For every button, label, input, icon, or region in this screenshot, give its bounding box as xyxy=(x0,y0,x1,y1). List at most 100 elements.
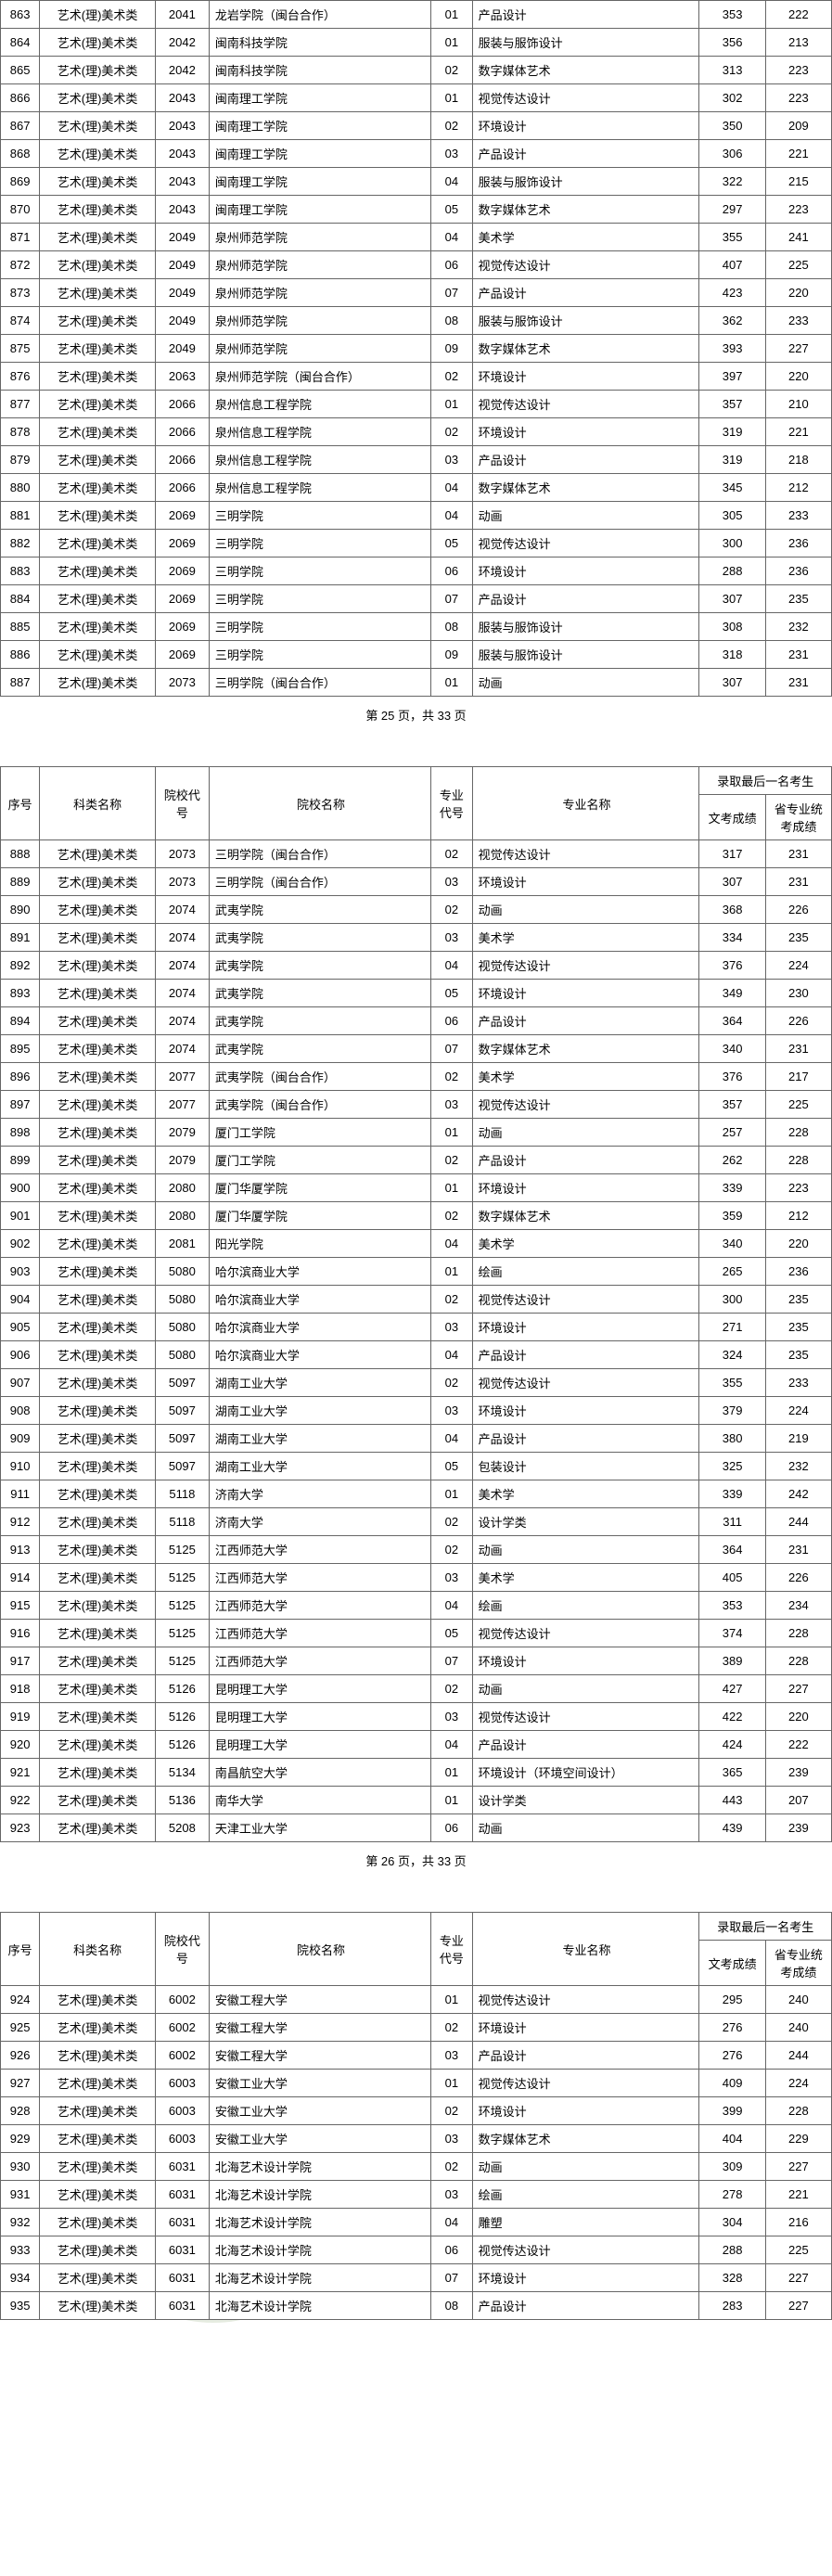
cell-major-name: 美术学 xyxy=(472,924,699,952)
cell-major-name: 动画 xyxy=(472,1814,699,1842)
table-row: 887艺术(理)美术类2073三明学院（闽台合作）01动画307231 xyxy=(1,669,832,697)
cell-school-code: 5134 xyxy=(155,1759,209,1787)
cell-school-name: 泉州信息工程学院 xyxy=(209,418,430,446)
cell-score-culture: 439 xyxy=(699,1814,765,1842)
cell-school-code: 6031 xyxy=(155,2236,209,2264)
cell-school-name: 安徽工业大学 xyxy=(209,2125,430,2153)
admission-table-p26: 序号 科类名称 院校代号 院校名称 专业代号 专业名称 录取最后一名考生 文考成… xyxy=(0,766,832,1842)
cell-score-culture: 376 xyxy=(699,1063,765,1091)
cell-category: 艺术(理)美术类 xyxy=(40,1369,156,1397)
cell-major-name: 视觉传达设计 xyxy=(472,1286,699,1314)
cell-school-name: 泉州信息工程学院 xyxy=(209,391,430,418)
cell-major-code: 04 xyxy=(431,1341,473,1369)
cell-score-culture: 340 xyxy=(699,1230,765,1258)
cell-major-name: 环境设计 xyxy=(472,557,699,585)
table-row: 912艺术(理)美术类5118济南大学02设计学类311244 xyxy=(1,1508,832,1536)
table-row: 924艺术(理)美术类6002安徽工程大学01视觉传达设计295240 xyxy=(1,1986,832,2014)
cell-score-prof: 230 xyxy=(765,980,831,1007)
table-row: 866艺术(理)美术类2043闽南理工学院01视觉传达设计302223 xyxy=(1,84,832,112)
cell-school-name: 哈尔滨商业大学 xyxy=(209,1258,430,1286)
cell-category: 艺术(理)美术类 xyxy=(40,2264,156,2292)
cell-school-name: 厦门华厦学院 xyxy=(209,1202,430,1230)
cell-category: 艺术(理)美术类 xyxy=(40,446,156,474)
cell-score-prof: 227 xyxy=(765,335,831,363)
cell-seq: 928 xyxy=(1,2097,40,2125)
cell-seq: 875 xyxy=(1,335,40,363)
th-last-admitted: 录取最后一名考生 xyxy=(699,1913,832,1941)
cell-school-code: 2079 xyxy=(155,1147,209,1174)
cell-seq: 925 xyxy=(1,2014,40,2042)
cell-score-prof: 222 xyxy=(765,1731,831,1759)
table-row: 892艺术(理)美术类2074武夷学院04视觉传达设计376224 xyxy=(1,952,832,980)
cell-school-code: 6003 xyxy=(155,2070,209,2097)
cell-school-name: 江西师范大学 xyxy=(209,1620,430,1647)
cell-school-code: 5080 xyxy=(155,1286,209,1314)
cell-school-code: 2066 xyxy=(155,446,209,474)
cell-school-code: 6002 xyxy=(155,1986,209,2014)
cell-category: 艺术(理)美术类 xyxy=(40,1814,156,1842)
cell-major-code: 01 xyxy=(431,1787,473,1814)
cell-school-code: 2066 xyxy=(155,391,209,418)
cell-major-name: 环境设计 xyxy=(472,1314,699,1341)
cell-major-code: 02 xyxy=(431,1147,473,1174)
cell-seq: 879 xyxy=(1,446,40,474)
cell-school-name: 三明学院 xyxy=(209,502,430,530)
table-row: 928艺术(理)美术类6003安徽工业大学02环境设计399228 xyxy=(1,2097,832,2125)
cell-major-code: 06 xyxy=(431,1007,473,1035)
cell-score-culture: 295 xyxy=(699,1986,765,2014)
cell-score-prof: 220 xyxy=(765,363,831,391)
table-row: 908艺术(理)美术类5097湖南工业大学03环境设计379224 xyxy=(1,1397,832,1425)
cell-score-prof: 231 xyxy=(765,1035,831,1063)
cell-major-code: 03 xyxy=(431,446,473,474)
cell-major-name: 产品设计 xyxy=(472,1,699,29)
cell-score-prof: 233 xyxy=(765,307,831,335)
cell-major-code: 02 xyxy=(431,2153,473,2181)
cell-major-code: 07 xyxy=(431,585,473,613)
cell-seq: 920 xyxy=(1,1731,40,1759)
cell-seq: 905 xyxy=(1,1314,40,1341)
cell-school-name: 泉州师范学院 xyxy=(209,251,430,279)
cell-major-code: 01 xyxy=(431,1,473,29)
cell-school-name: 安徽工程大学 xyxy=(209,2042,430,2070)
cell-school-name: 武夷学院（闽台合作） xyxy=(209,1063,430,1091)
cell-score-prof: 223 xyxy=(765,1174,831,1202)
cell-score-culture: 374 xyxy=(699,1620,765,1647)
cell-major-name: 视觉传达设计 xyxy=(472,2236,699,2264)
cell-major-name: 服装与服饰设计 xyxy=(472,613,699,641)
cell-score-prof: 216 xyxy=(765,2209,831,2236)
cell-category: 艺术(理)美术类 xyxy=(40,1731,156,1759)
cell-school-name: 泉州师范学院 xyxy=(209,335,430,363)
cell-school-code: 6031 xyxy=(155,2264,209,2292)
cell-score-prof: 227 xyxy=(765,1675,831,1703)
cell-school-code: 2069 xyxy=(155,641,209,669)
th-school-code: 院校代号 xyxy=(155,767,209,840)
cell-seq: 912 xyxy=(1,1508,40,1536)
cell-seq: 874 xyxy=(1,307,40,335)
cell-score-culture: 325 xyxy=(699,1453,765,1480)
cell-school-code: 2079 xyxy=(155,1119,209,1147)
th-school-name: 院校名称 xyxy=(209,767,430,840)
th-score-culture: 文考成绩 xyxy=(699,1941,765,1986)
table-row: 868艺术(理)美术类2043闽南理工学院03产品设计306221 xyxy=(1,140,832,168)
cell-major-name: 视觉传达设计 xyxy=(472,1369,699,1397)
cell-seq: 927 xyxy=(1,2070,40,2097)
cell-major-name: 视觉传达设计 xyxy=(472,840,699,868)
cell-seq: 902 xyxy=(1,1230,40,1258)
cell-seq: 931 xyxy=(1,2181,40,2209)
cell-category: 艺术(理)美术类 xyxy=(40,1314,156,1341)
cell-school-code: 6002 xyxy=(155,2014,209,2042)
cell-category: 艺术(理)美术类 xyxy=(40,1230,156,1258)
cell-major-name: 雕塑 xyxy=(472,2209,699,2236)
cell-major-code: 02 xyxy=(431,112,473,140)
cell-major-name: 环境设计 xyxy=(472,980,699,1007)
table-row: 900艺术(理)美术类2080厦门华厦学院01环境设计339223 xyxy=(1,1174,832,1202)
cell-major-name: 设计学类 xyxy=(472,1508,699,1536)
cell-school-name: 闽南科技学院 xyxy=(209,29,430,57)
table-row: 923艺术(理)美术类5208天津工业大学06动画439239 xyxy=(1,1814,832,1842)
cell-seq: 892 xyxy=(1,952,40,980)
cell-school-code: 2074 xyxy=(155,952,209,980)
cell-score-culture: 407 xyxy=(699,251,765,279)
th-seq: 序号 xyxy=(1,1913,40,1986)
cell-school-code: 2074 xyxy=(155,896,209,924)
cell-major-code: 02 xyxy=(431,1675,473,1703)
